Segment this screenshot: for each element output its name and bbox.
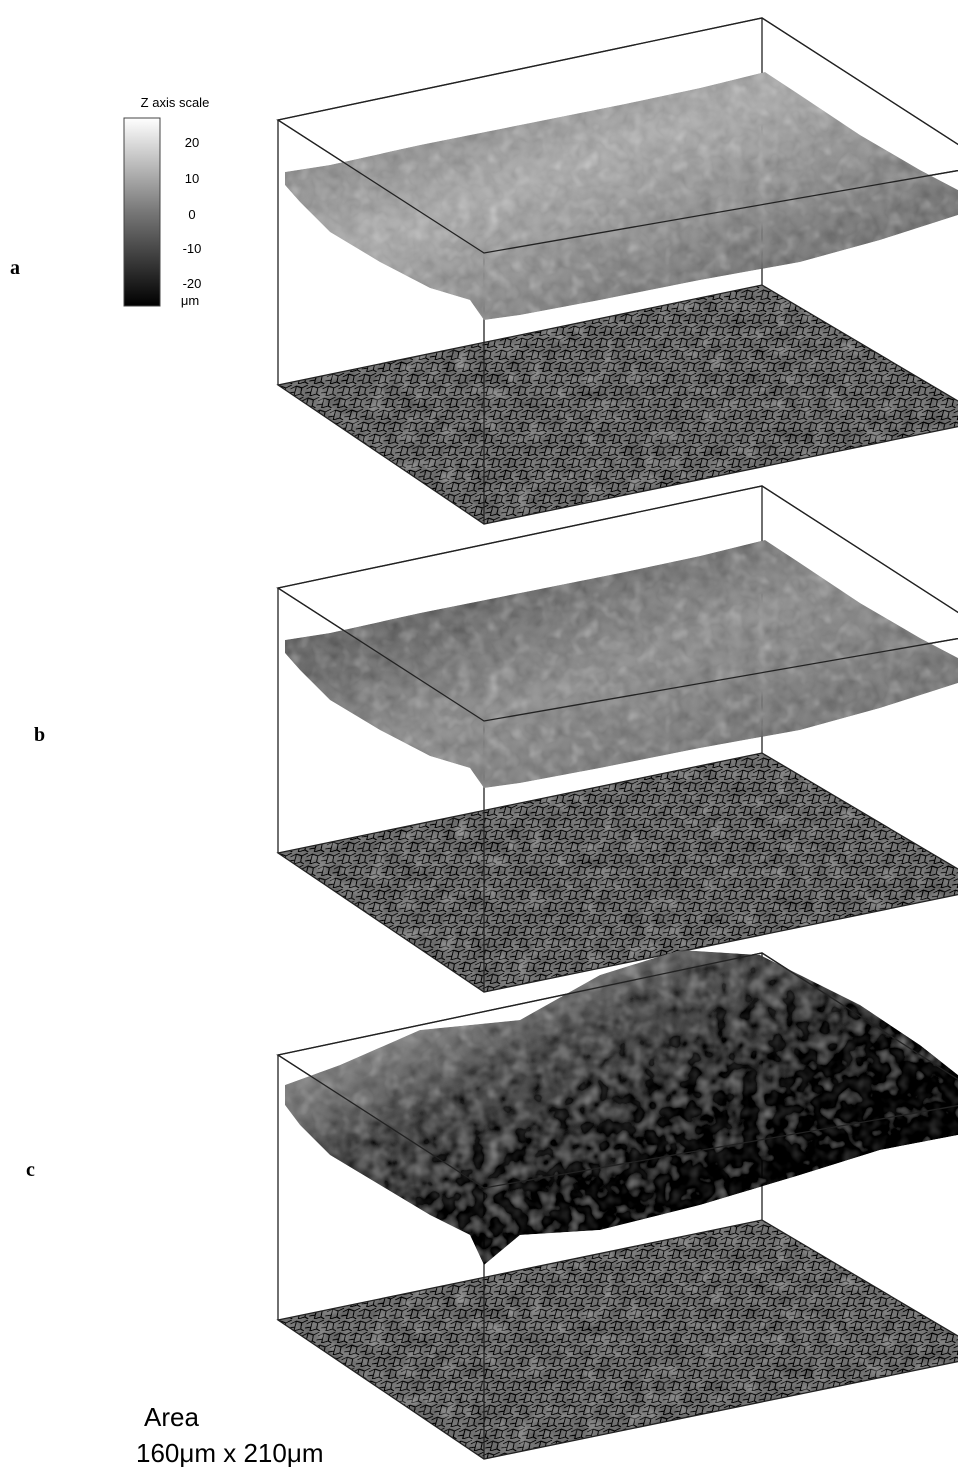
panel [278,486,958,992]
z-scale-unit: μm [181,293,199,308]
z-scale-label: 20 [185,135,199,150]
z-scale-label: -10 [183,241,202,256]
panel-label: c [26,1159,35,1181]
panel [278,18,958,524]
footer-size: 160μm x 210μm [136,1438,323,1468]
z-scale-label: -20 [183,276,202,291]
page: Z axis scale 20 10 0 -10 -20 μm a b c Ar… [0,0,958,1469]
z-scale-bar [124,118,160,306]
z-scale-label: 10 [185,171,199,186]
panel-label: a [10,257,20,279]
surface [285,950,958,1265]
z-scale-title: Z axis scale [141,95,210,110]
footer-area: Area [144,1402,199,1432]
z-scale-label: 0 [188,207,195,222]
surface [285,72,958,320]
panel [278,950,958,1459]
surface [285,540,958,788]
figure: Z axis scale 20 10 0 -10 -20 μm a b c Ar… [0,0,958,1469]
panel-label: b [34,724,45,746]
